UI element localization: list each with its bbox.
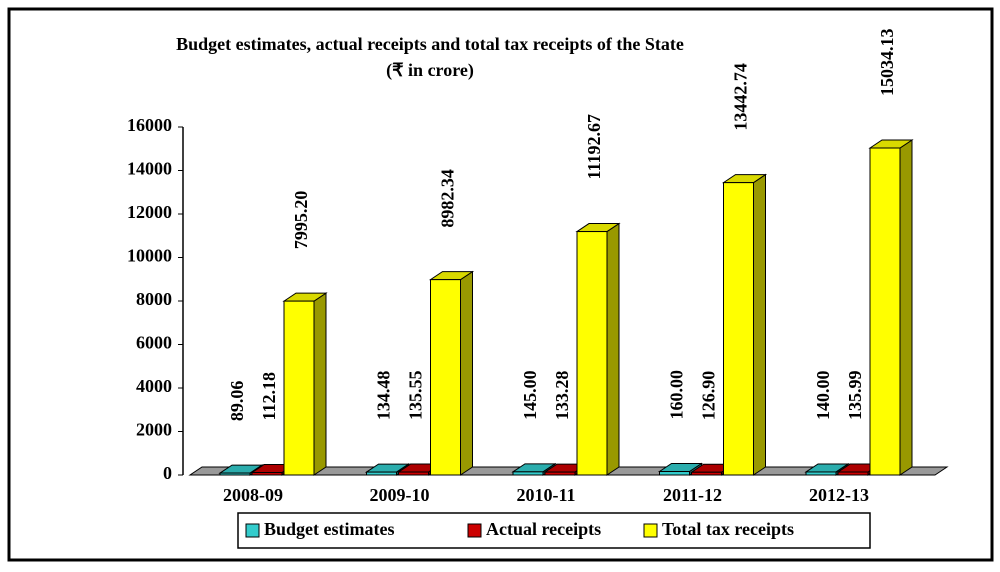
legend-label: Actual receipts <box>486 519 601 539</box>
y-tick-label: 16000 <box>127 115 172 135</box>
y-tick-label: 2000 <box>136 420 172 440</box>
x-tick-label: 2011-12 <box>663 485 722 505</box>
data-label: 140.00 <box>813 370 833 420</box>
data-label: 135.99 <box>845 371 865 421</box>
data-label: 13442.74 <box>731 63 751 131</box>
bar <box>251 472 283 476</box>
data-label: 145.00 <box>520 370 540 420</box>
x-tick-label: 2010-11 <box>516 485 575 505</box>
bar <box>659 471 690 476</box>
bar <box>398 471 429 476</box>
bar-side <box>460 270 473 476</box>
legend-label: Total tax receipts <box>662 519 794 539</box>
legend <box>237 512 871 549</box>
legend-swatch <box>245 523 260 538</box>
data-label: 135.55 <box>406 371 426 421</box>
chart-title: Budget estimates, actual receipts and to… <box>176 34 684 54</box>
y-tick-label: 4000 <box>136 376 172 396</box>
data-label: 11192.67 <box>584 114 604 180</box>
y-tick-label: 14000 <box>127 159 172 179</box>
data-label: 133.28 <box>552 371 572 421</box>
y-tick-label: 10000 <box>127 246 172 266</box>
data-label: 8982.34 <box>438 169 458 228</box>
data-label: 89.06 <box>227 381 247 422</box>
x-tick-label: 2009-10 <box>370 485 430 505</box>
legend-swatch <box>467 523 482 538</box>
data-label: 160.00 <box>667 370 687 420</box>
bar-side <box>606 222 620 476</box>
data-label: 134.48 <box>374 371 394 421</box>
y-tick-label: 8000 <box>136 289 172 309</box>
bar <box>869 147 901 476</box>
x-tick-label: 2008-09 <box>223 485 283 505</box>
bar-side <box>753 173 766 476</box>
x-tick-label: 2012-13 <box>809 485 869 505</box>
bar <box>837 471 869 476</box>
bar <box>691 471 722 476</box>
bar <box>512 471 544 476</box>
bar <box>283 300 315 476</box>
bar <box>366 471 397 476</box>
data-label: 112.18 <box>259 372 279 421</box>
bar-side <box>313 292 327 476</box>
legend-swatch <box>643 523 658 538</box>
bar <box>544 471 576 476</box>
data-label: 7995.20 <box>291 191 311 250</box>
legend-label: Budget estimates <box>264 519 394 539</box>
y-tick-label: 0 <box>163 463 172 483</box>
bar-side <box>899 139 913 476</box>
bar <box>219 472 251 476</box>
bar <box>430 279 461 476</box>
bar <box>805 471 837 476</box>
frame <box>7 7 994 562</box>
data-label: 15034.13 <box>877 29 897 97</box>
y-tick-label: 6000 <box>136 333 172 353</box>
chart-subtitle: (₹ in crore) <box>386 60 474 81</box>
y-tick-label: 12000 <box>127 202 172 222</box>
bar <box>723 182 754 476</box>
data-label: 126.90 <box>699 371 719 421</box>
bar <box>576 231 608 476</box>
